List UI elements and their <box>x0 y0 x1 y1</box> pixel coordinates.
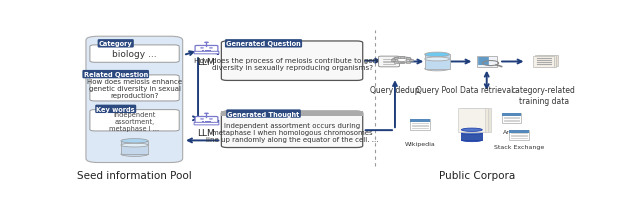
FancyBboxPatch shape <box>90 46 179 63</box>
Text: Query dedup: Query dedup <box>370 86 420 95</box>
Circle shape <box>209 48 213 49</box>
Text: How does meiosis enhance
genetic diversity in sexual
reproduction?: How does meiosis enhance genetic diversi… <box>87 79 182 98</box>
Text: independent
assortment,
metaphase I ...: independent assortment, metaphase I ... <box>109 111 159 131</box>
FancyBboxPatch shape <box>535 56 556 67</box>
FancyBboxPatch shape <box>90 75 179 101</box>
FancyBboxPatch shape <box>461 109 488 132</box>
Ellipse shape <box>121 152 148 157</box>
Text: ArXiv: ArXiv <box>503 129 520 134</box>
Ellipse shape <box>121 144 148 147</box>
Ellipse shape <box>425 67 449 72</box>
Circle shape <box>209 119 213 120</box>
Text: LLM: LLM <box>198 129 215 138</box>
Bar <box>391 60 395 61</box>
Bar <box>400 57 404 58</box>
Bar <box>394 62 397 63</box>
Ellipse shape <box>461 129 483 132</box>
FancyBboxPatch shape <box>533 57 554 68</box>
FancyBboxPatch shape <box>194 123 219 125</box>
Circle shape <box>392 58 412 64</box>
FancyBboxPatch shape <box>538 56 558 67</box>
Text: How does the process of meiosis contribute to genetic
diversity in sexually repr: How does the process of meiosis contribu… <box>194 57 390 70</box>
Text: Stack Exchange: Stack Exchange <box>494 145 544 150</box>
Text: Independent assortment occurs during
metaphase I when homologous chromosomes
lin: Independent assortment occurs during met… <box>206 122 378 142</box>
Polygon shape <box>461 130 483 140</box>
Circle shape <box>200 119 204 120</box>
FancyBboxPatch shape <box>221 112 363 148</box>
FancyBboxPatch shape <box>90 110 179 131</box>
Bar <box>400 63 404 64</box>
Ellipse shape <box>461 139 483 142</box>
FancyBboxPatch shape <box>379 57 399 68</box>
Text: Generated Question: Generated Question <box>226 41 301 47</box>
Ellipse shape <box>425 53 449 57</box>
Bar <box>406 58 410 59</box>
Text: Query Pool: Query Pool <box>417 86 458 95</box>
Circle shape <box>397 59 407 62</box>
Ellipse shape <box>461 132 483 135</box>
Text: Data retrieval: Data retrieval <box>460 86 513 95</box>
FancyBboxPatch shape <box>410 120 429 123</box>
Text: Generated Thought: Generated Thought <box>227 111 300 117</box>
Bar <box>202 121 205 122</box>
FancyBboxPatch shape <box>86 37 182 163</box>
Text: Category: Category <box>99 41 132 47</box>
Bar <box>409 60 413 61</box>
Text: Related Question: Related Question <box>84 72 148 78</box>
Circle shape <box>204 113 209 115</box>
Text: category-related
training data: category-related training data <box>512 86 576 105</box>
Polygon shape <box>121 141 148 154</box>
Text: biology ...: biology ... <box>112 50 157 59</box>
FancyBboxPatch shape <box>509 130 529 140</box>
Bar <box>209 121 211 122</box>
FancyBboxPatch shape <box>195 117 218 124</box>
Text: Wikipedia: Wikipedia <box>404 142 435 146</box>
Circle shape <box>204 42 209 44</box>
Text: Public Corpora: Public Corpora <box>438 170 515 180</box>
Bar <box>205 121 208 122</box>
FancyBboxPatch shape <box>221 42 363 81</box>
FancyBboxPatch shape <box>410 120 429 130</box>
Text: Seed information Pool: Seed information Pool <box>77 170 192 180</box>
FancyBboxPatch shape <box>464 109 492 132</box>
FancyBboxPatch shape <box>502 114 522 116</box>
Ellipse shape <box>121 139 148 143</box>
Ellipse shape <box>425 58 449 62</box>
Circle shape <box>200 48 204 49</box>
FancyBboxPatch shape <box>502 114 522 124</box>
FancyBboxPatch shape <box>458 109 486 132</box>
Text: Key words: Key words <box>97 106 135 112</box>
FancyBboxPatch shape <box>221 112 363 116</box>
FancyBboxPatch shape <box>195 46 218 53</box>
Text: LLM: LLM <box>198 58 215 67</box>
Bar <box>394 58 397 59</box>
FancyBboxPatch shape <box>509 130 529 133</box>
Polygon shape <box>425 55 449 69</box>
FancyBboxPatch shape <box>194 52 219 54</box>
Bar <box>406 62 410 63</box>
FancyBboxPatch shape <box>477 57 497 68</box>
